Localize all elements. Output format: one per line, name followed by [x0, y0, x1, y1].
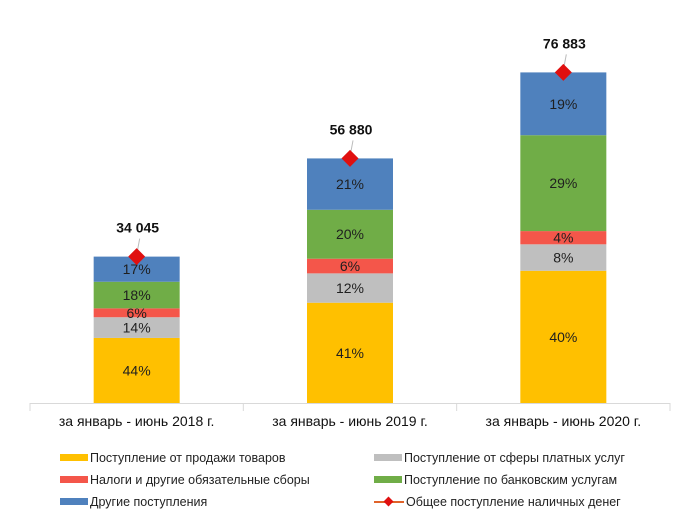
segment-label: 44%: [123, 362, 151, 378]
legend-item-taxes: Налоги и другие обязательные сборы: [60, 470, 374, 489]
segment-label: 17%: [123, 261, 151, 277]
bar-segment: [520, 72, 607, 136]
legend-label: Налоги и другие обязательные сборы: [90, 472, 310, 487]
total-label: 76 883: [543, 35, 586, 51]
bar-segment: [520, 135, 607, 232]
segment-label: 41%: [336, 345, 364, 361]
total-marker: [554, 63, 572, 81]
segment-label: 4%: [553, 230, 573, 246]
legend-label: Общее поступление наличных денег: [406, 494, 621, 509]
segment-label: 21%: [336, 176, 364, 192]
legend-item-paid-services: Поступление от сферы платных услуг: [374, 448, 670, 467]
stacked-bar-chart: 44%14%6%18%17%41%12%6%20%21%40%8%4%29%19…: [29, 35, 671, 429]
bar-segment: [307, 158, 393, 210]
legend-item-other: Другие поступления: [60, 492, 374, 511]
segment-label: 8%: [553, 250, 573, 266]
legend-label: Другие поступления: [90, 494, 208, 509]
bar-segment: [307, 273, 393, 303]
x-tick-label: за январь - июнь 2020 г.: [486, 413, 642, 429]
total-label: 34 045: [116, 220, 159, 236]
x-axis: за январь - июнь 2018 г. за январь - июнь…: [29, 403, 671, 429]
legend: Поступление от продажи товаров Поступлен…: [60, 448, 670, 511]
legend-swatch: [60, 476, 88, 483]
legend-swatch: [60, 498, 88, 505]
bars-layer: 44%14%6%18%17%41%12%6%20%21%40%8%4%29%19…: [93, 72, 607, 403]
segment-label: 6%: [127, 305, 147, 321]
totals-layer: 34 045 56 880 76 883: [116, 35, 586, 266]
bar-segment: [93, 308, 180, 318]
legend-line-marker-icon: [374, 496, 404, 508]
bar-segment: [520, 270, 607, 403]
segment-label: 18%: [123, 287, 151, 303]
total-marker: [341, 149, 359, 167]
x-tick-label: за январь - июнь 2018 г.: [59, 413, 215, 429]
legend-swatch: [60, 454, 88, 461]
bar-segment: [520, 244, 607, 271]
legend-label: Поступление по банковским услугам: [404, 472, 618, 487]
legend-swatch: [374, 454, 402, 461]
legend-swatch: [374, 476, 402, 483]
segment-label: 6%: [340, 258, 360, 274]
bar-segment: [93, 337, 180, 403]
bar-segment: [93, 317, 180, 338]
bar-segment: [307, 302, 393, 403]
legend-item-goods: Поступление от продажи товаров: [60, 448, 374, 467]
legend-label: Поступление от сферы платных услуг: [404, 450, 625, 465]
legend-label: Поступление от продажи товаров: [90, 450, 286, 465]
bar-segment: [307, 258, 393, 274]
segment-label: 20%: [336, 226, 364, 242]
total-label: 56 880: [330, 121, 373, 137]
legend-item-banking: Поступление по банковским услугам: [374, 470, 670, 489]
legend-item-total: Общее поступление наличных денег: [374, 492, 670, 511]
segment-label: 29%: [549, 175, 577, 191]
bar-segment: [93, 281, 180, 309]
total-marker: [128, 248, 146, 266]
segment-label: 14%: [123, 320, 151, 336]
segment-label: 19%: [549, 96, 577, 112]
segment-label: 12%: [336, 280, 364, 296]
segment-label: 40%: [549, 329, 577, 345]
bar-segment: [520, 231, 607, 245]
x-tick-label: за январь - июнь 2019 г.: [272, 413, 428, 429]
bar-segment: [307, 209, 393, 259]
